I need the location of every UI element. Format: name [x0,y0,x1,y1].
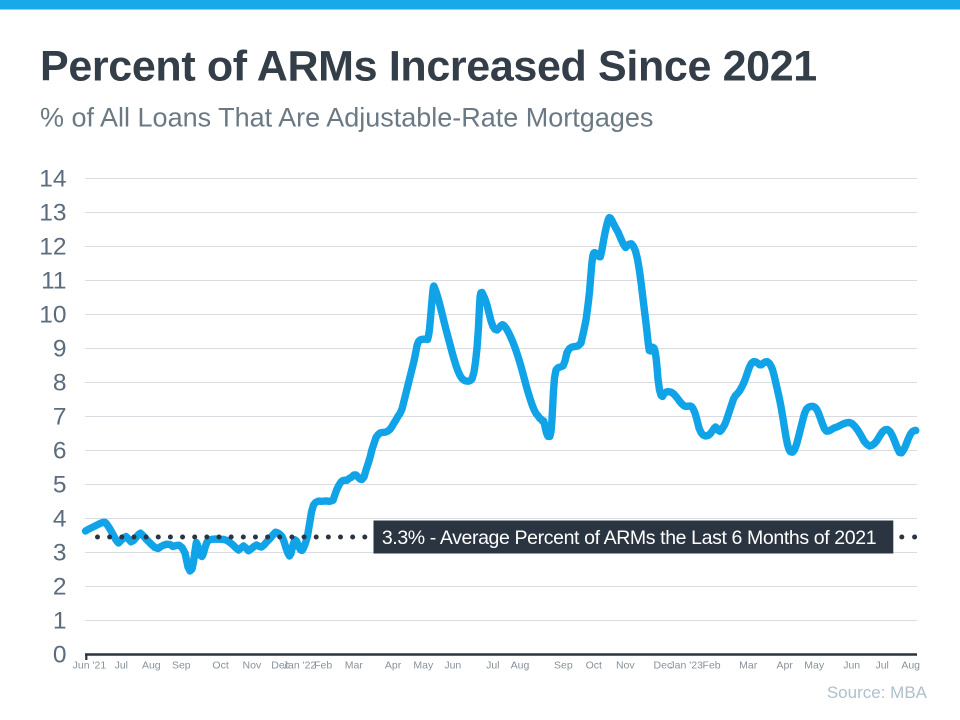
svg-text:11: 11 [41,268,66,295]
svg-text:8: 8 [53,370,67,397]
svg-text:Jun: Jun [843,660,860,672]
svg-text:Aug: Aug [142,660,161,672]
svg-text:May: May [413,660,434,672]
svg-text:% of All Loans That Are Adjust: % of All Loans That Are Adjustable-Rate … [40,103,653,133]
svg-text:Percent of ARMs Increased Sinc: Percent of ARMs Increased Since 2021 [40,43,817,91]
svg-text:Oct: Oct [586,660,602,672]
svg-text:Dec: Dec [271,660,290,672]
svg-text:Mar: Mar [739,660,758,672]
svg-text:Jul: Jul [115,660,128,672]
svg-text:Dec: Dec [654,660,673,672]
svg-text:7: 7 [53,404,67,431]
svg-text:3.3% - Average Percent of ARMs: 3.3% - Average Percent of ARMs the Last … [382,527,876,549]
svg-text:Sep: Sep [554,660,573,672]
svg-text:4: 4 [53,506,67,533]
svg-text:Apr: Apr [385,660,402,672]
svg-text:Jun: Jun [444,660,461,672]
svg-text:Feb: Feb [703,660,721,672]
svg-text:Feb: Feb [314,660,332,672]
svg-text:13: 13 [39,200,66,227]
svg-text:Jul: Jul [486,660,499,672]
svg-text:5: 5 [53,472,67,499]
svg-text:Sep: Sep [172,660,191,672]
svg-text:May: May [804,660,825,672]
svg-text:Aug: Aug [511,660,530,672]
svg-text:Nov: Nov [243,660,262,672]
svg-text:3: 3 [53,540,67,567]
svg-text:Source: MBA: Source: MBA [827,683,928,702]
svg-text:Oct: Oct [212,660,228,672]
svg-text:9: 9 [53,336,67,363]
svg-text:Aug: Aug [901,660,920,672]
svg-text:Apr: Apr [777,660,794,672]
svg-text:0: 0 [53,642,67,669]
svg-text:2: 2 [53,574,67,601]
svg-text:1: 1 [53,608,67,635]
svg-text:6: 6 [53,438,67,465]
svg-text:Jun '21: Jun '21 [73,660,107,672]
svg-text:Mar: Mar [345,660,364,672]
svg-text:Jul: Jul [875,660,888,672]
svg-text:Jan '23: Jan '23 [669,660,703,672]
svg-text:12: 12 [39,234,66,261]
svg-text:14: 14 [39,166,66,193]
svg-text:Jan '22: Jan '22 [283,660,317,672]
svg-text:10: 10 [39,302,66,329]
svg-text:Nov: Nov [616,660,635,672]
